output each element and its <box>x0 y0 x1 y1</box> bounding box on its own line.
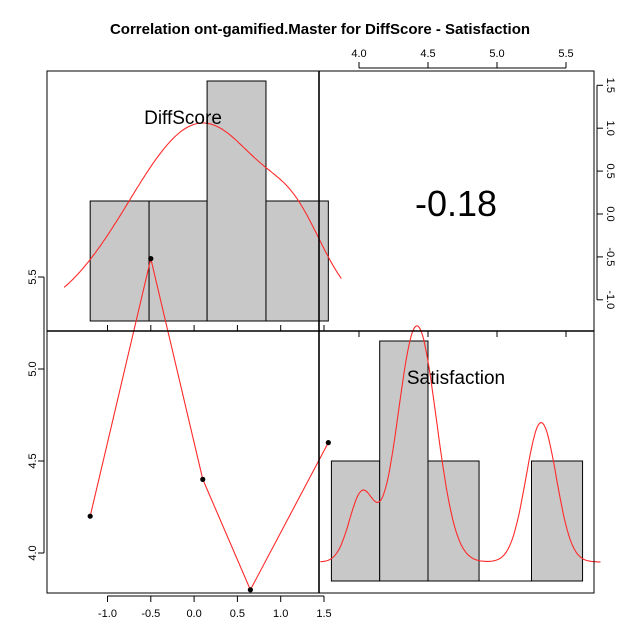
left-axis-tick-label: 5.0 <box>27 361 39 376</box>
top-axis-tick-label: 4.0 <box>351 48 366 60</box>
scatter-point <box>87 513 93 519</box>
left-axis-tick-label: 5.5 <box>27 269 39 284</box>
left-axis-tick-label: 4.5 <box>27 453 39 468</box>
diffscore-hist-bar <box>89 200 150 322</box>
diffscore-density-curve <box>63 122 342 288</box>
chart-title: Correlation ont-gamified.Master for Diff… <box>110 21 530 38</box>
satisfaction-label: Satisfaction <box>407 368 505 389</box>
bottom-axis-tick-label: -1.0 <box>98 608 117 620</box>
satisfaction-hist-bar <box>330 460 381 582</box>
bottom-axis-tick-label: -0.5 <box>141 608 160 620</box>
matrix-frame <box>46 70 595 594</box>
right-axis-tick-label: 1.0 <box>604 121 616 136</box>
bottom-axis-tick-label: 0.0 <box>186 608 201 620</box>
bottom-axis-tick-label: 0.5 <box>230 608 245 620</box>
right-axis-tick-label: 1.5 <box>604 78 616 93</box>
correlation-value: -0.18 <box>415 183 497 224</box>
scatter-point <box>325 440 331 446</box>
scatter-point <box>247 587 253 593</box>
right-axis-tick-label: -0.5 <box>604 247 616 266</box>
left-axis-tick-label: 4.0 <box>27 545 39 560</box>
top-axis-tick-label: 4.5 <box>420 48 435 60</box>
bottom-axis-tick-label: 1.5 <box>316 608 331 620</box>
bottom-axis-tick-label: 1.0 <box>273 608 288 620</box>
top-axis-tick-label: 5.5 <box>558 48 573 60</box>
right-axis-tick-label: -1.0 <box>604 290 616 309</box>
right-axis-tick-label: 0.0 <box>604 206 616 221</box>
scatter-point <box>148 256 154 262</box>
top-axis-tick-label: 5.0 <box>489 48 504 60</box>
diffscore-hist-bar <box>206 80 267 322</box>
diffscore-hist-bar <box>148 200 208 322</box>
satisfaction-density-curve <box>320 325 601 563</box>
right-axis-tick-label: 0.5 <box>604 163 616 178</box>
diffscore-label: DiffScore <box>144 108 222 129</box>
diffscore-hist-bar <box>265 200 329 322</box>
scatter-point <box>200 476 206 482</box>
